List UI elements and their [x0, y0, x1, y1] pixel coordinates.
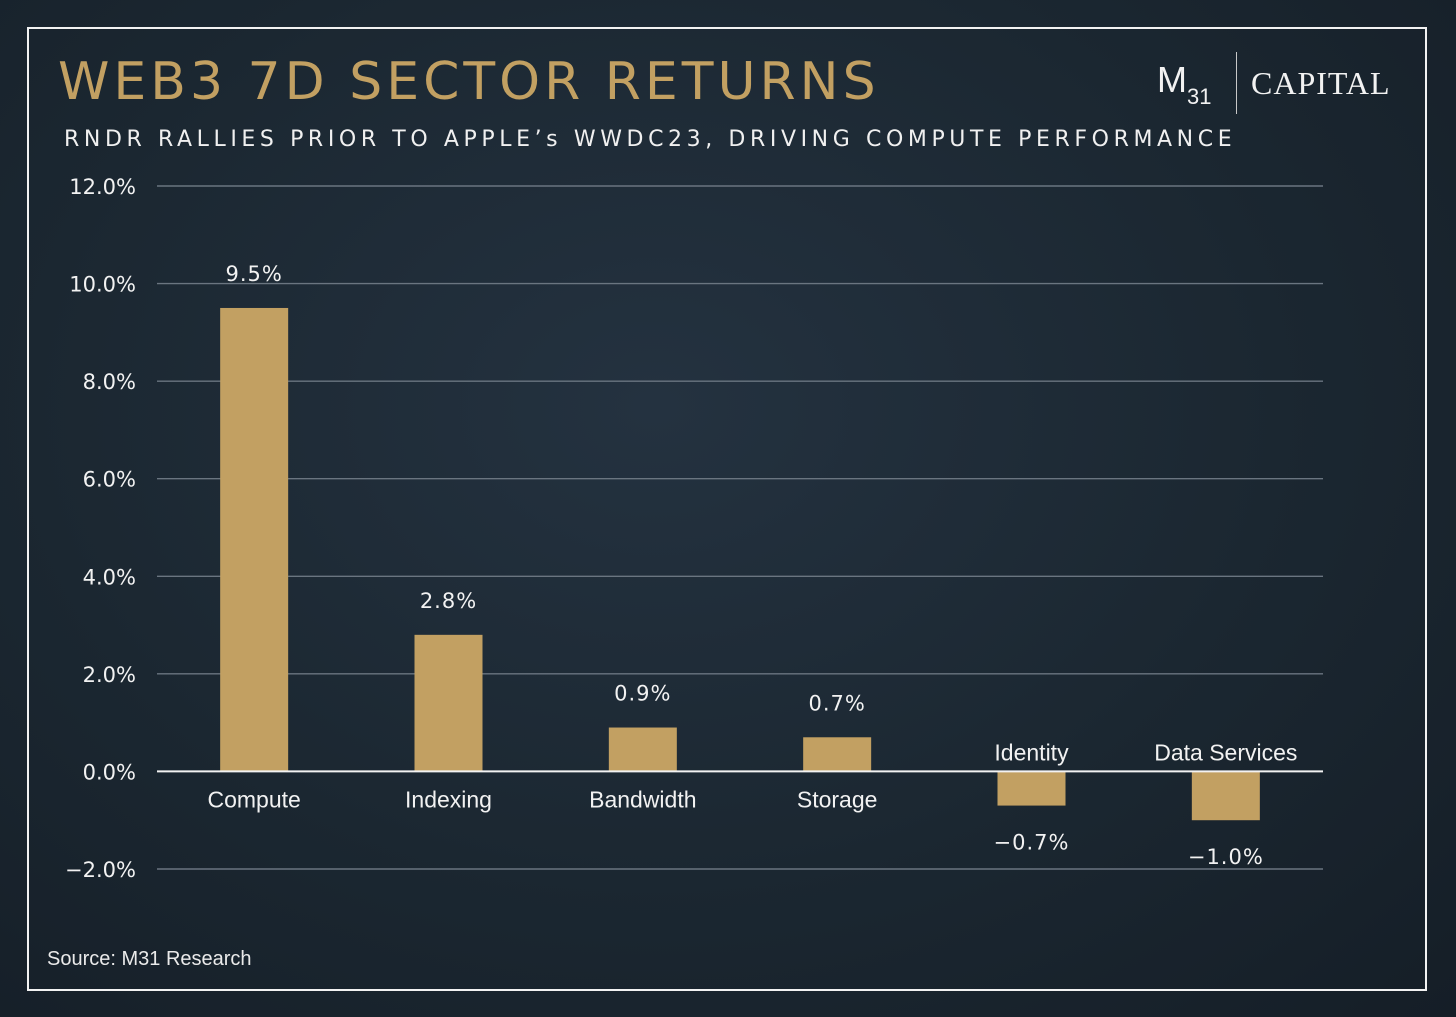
y-tick-label: 0.0% — [83, 760, 136, 784]
category-label: Indexing — [405, 786, 492, 812]
y-tick-label: 10.0% — [69, 273, 136, 297]
y-tick-label: −2.0% — [65, 858, 136, 882]
category-label: Bandwidth — [589, 786, 696, 812]
bar — [414, 634, 483, 772]
chart-subtitle: RNDR RALLIES PRIOR TO APPLE’s WWDC23, DR… — [64, 127, 1237, 152]
inner-border — [27, 27, 1427, 991]
logo-m31: M31 — [1157, 59, 1211, 110]
bar — [803, 737, 872, 772]
y-tick-label: 6.0% — [83, 468, 136, 492]
bar — [997, 771, 1066, 806]
category-label: Identity — [994, 739, 1069, 765]
data-label: −0.7% — [994, 831, 1070, 855]
data-label: −1.0% — [1188, 845, 1264, 869]
logo-m-subscript: 31 — [1187, 84, 1212, 109]
logo-capital: CAPITAL — [1251, 65, 1391, 101]
logo-m-letter: M — [1157, 59, 1187, 100]
y-tick-label: 4.0% — [83, 565, 136, 589]
data-label: 0.7% — [808, 691, 865, 715]
bar — [1191, 771, 1260, 821]
data-label: 9.5% — [225, 262, 282, 286]
m31-capital-logo: M31 CAPITAL — [1155, 52, 1395, 114]
source-note: Source: M31 Research — [47, 948, 252, 970]
y-tick-label: 12.0% — [69, 175, 136, 199]
category-label: Compute — [208, 786, 301, 812]
y-tick-label: 8.0% — [83, 370, 136, 394]
category-label: Storage — [797, 786, 878, 812]
data-label: 0.9% — [614, 682, 671, 706]
chart-title: WEB3 7D SECTOR RETURNS — [58, 52, 880, 112]
data-label: 2.8% — [420, 589, 477, 613]
y-tick-label: 2.0% — [83, 663, 136, 687]
bar — [608, 727, 677, 772]
category-label: Data Services — [1154, 739, 1297, 765]
bar — [220, 307, 289, 772]
logo-divider — [1236, 52, 1237, 114]
